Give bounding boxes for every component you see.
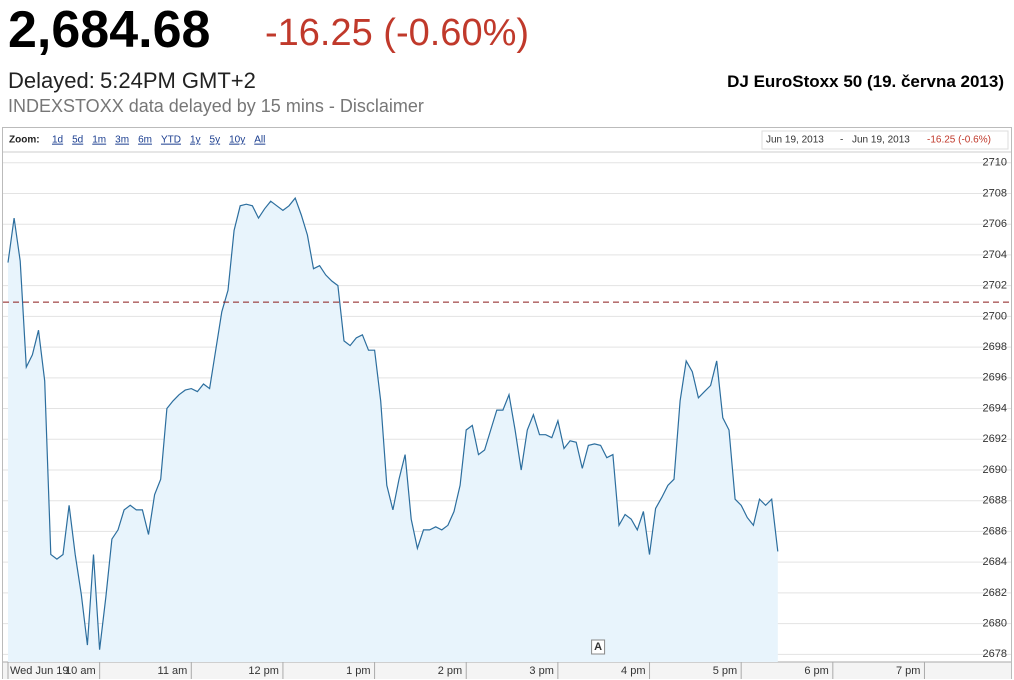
plot-area [3,162,1011,662]
index-title: DJ EuroStoxx 50 (19. června 2013) [727,72,1004,91]
y-tick-label: 2702 [983,280,1007,292]
y-tick-label: 2710 [983,157,1007,169]
delayed-label: Delayed: [8,68,95,93]
x-tick-label: 11 am [158,665,188,677]
x-tick-label: 7 pm [896,665,920,677]
y-tick-label: 2690 [983,464,1007,476]
zoom-label: Zoom: [9,135,40,146]
y-tick-label: 2704 [983,249,1007,261]
y-tick-label: 2698 [983,341,1007,353]
x-tick-label: 1 pm [346,665,370,677]
y-tick-label: 2696 [983,372,1007,384]
x-tick-label: Wed Jun 19 [10,665,69,677]
zoom-option[interactable]: 1m [92,135,106,146]
zoom-option[interactable]: 5d [72,135,83,146]
zoom-option[interactable]: 3m [115,135,129,146]
x-tick-label: 10 am [65,665,96,677]
range-box [761,130,1009,150]
range-separator: - [840,135,843,146]
x-tick-label: 6 pm [804,665,828,677]
zoom-option[interactable]: YTD [161,135,181,146]
x-tick-label: 2 pm [438,665,462,677]
y-tick-label: 2686 [983,525,1007,537]
y-tick-label: 2700 [983,310,1007,322]
area [8,198,778,662]
x-tick-label: 3 pm [529,665,553,677]
range-end: Jun 19, 2013 [852,135,910,146]
y-tick-label: 2680 [983,618,1007,630]
y-tick-label: 2706 [983,218,1007,230]
range-start: Jun 19, 2013 [766,135,824,146]
zoom-option[interactable]: 1d [52,135,63,146]
y-tick-label: 2684 [983,556,1007,568]
x-tick-label: 4 pm [621,665,645,677]
annotation-flag[interactable] [591,639,606,655]
price-change: -16.25 (-0.60%) [265,12,530,54]
zoom-option[interactable]: 1y [190,135,201,146]
price: 2,684.68 [8,1,211,59]
zoom-option[interactable]: 10y [229,135,245,146]
annotation-label: A [594,641,602,653]
zoom-option[interactable]: 6m [138,135,152,146]
y-tick-label: 2688 [983,495,1007,507]
disclaimer: INDEXSTOXX data delayed by 15 mins - Dis… [8,96,424,116]
chart: Zoom: Jun 19, 2013 - Jun 19, 2013 -16.25… [2,127,1012,679]
price-line [7,196,779,650]
x-tick-label: 12 pm [248,665,279,677]
y-tick-label: 2682 [983,587,1007,599]
y-tick-label: 2692 [983,433,1007,445]
zoom-option[interactable]: All [254,135,265,146]
zoom-option[interactable]: 5y [210,135,221,146]
y-tick-label: 2678 [983,648,1007,660]
y-tick-label: 2708 [983,187,1007,199]
range-change: -16.25 (-0.6%) [927,135,991,146]
quote-time: 5:24PM GMT+2 [100,68,256,93]
x-tick-label: 5 pm [713,665,737,677]
x-axis-band [3,662,1011,679]
y-tick-label: 2694 [983,402,1007,414]
